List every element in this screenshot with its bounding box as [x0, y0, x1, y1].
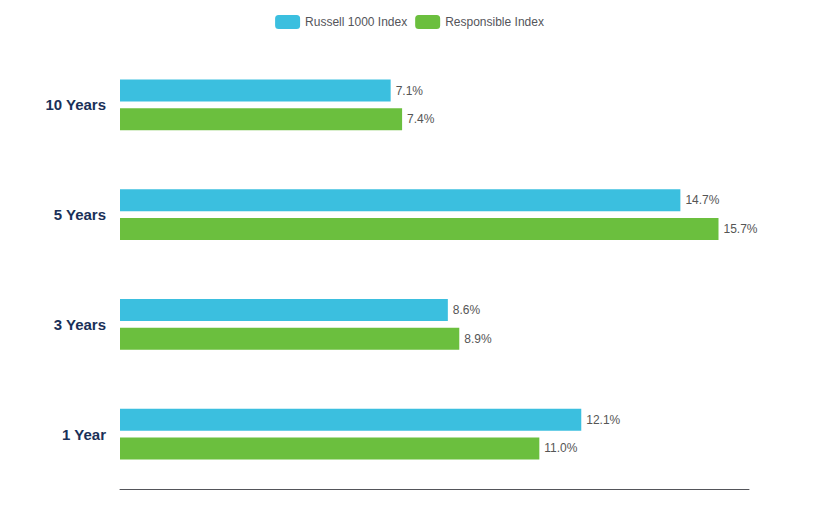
svg-text:7.4%: 7.4%: [407, 112, 435, 126]
svg-text:12.1%: 12.1%: [586, 413, 620, 427]
svg-text:11.0%: 11.0%: [544, 441, 577, 455]
svg-text:10 Years: 10 Years: [45, 96, 106, 113]
svg-text:5 Years: 5 Years: [54, 206, 106, 223]
svg-text:8.6%: 8.6%: [453, 303, 481, 317]
svg-text:3 Years: 3 Years: [54, 316, 106, 333]
svg-text:7.1%: 7.1%: [396, 84, 424, 98]
svg-text:14.7%: 14.7%: [685, 193, 719, 207]
svg-text:Russell 1000 Index: Russell 1000 Index: [305, 15, 407, 29]
svg-text:8.9%: 8.9%: [464, 332, 492, 346]
svg-text:1 Year: 1 Year: [62, 426, 106, 443]
svg-text:Responsible Index: Responsible Index: [445, 15, 544, 29]
svg-text:15.7%: 15.7%: [724, 222, 758, 236]
